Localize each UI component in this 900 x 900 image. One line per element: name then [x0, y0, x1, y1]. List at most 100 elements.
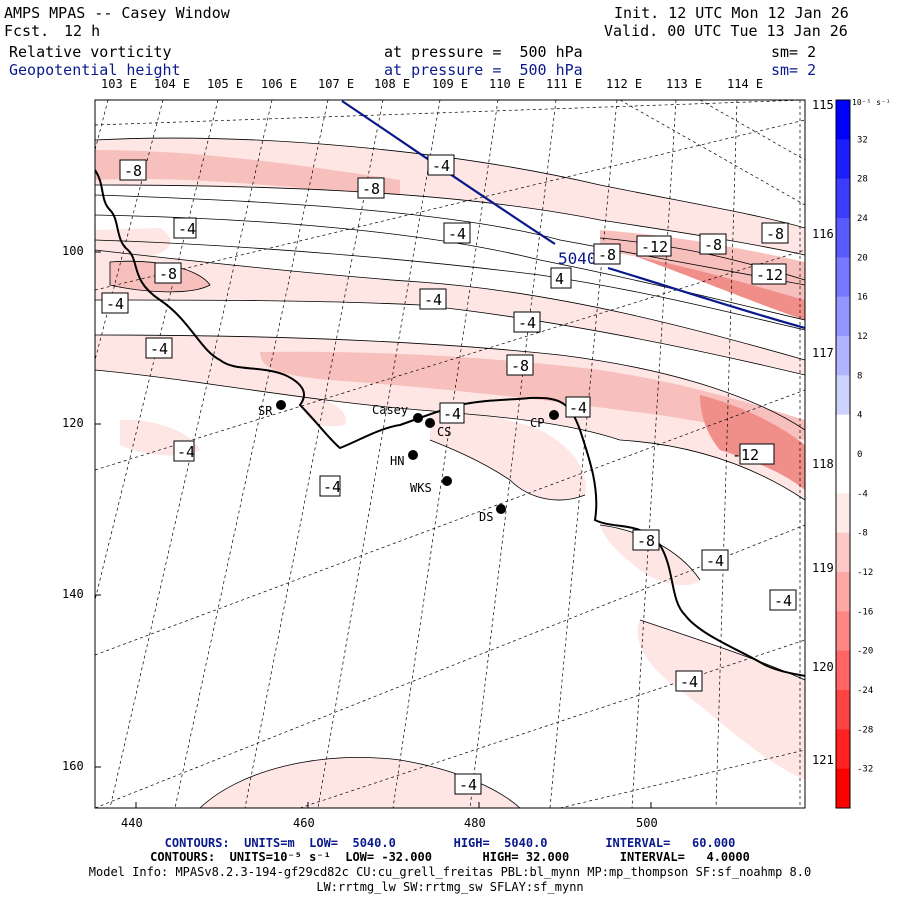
colorbar-swatch — [836, 218, 850, 258]
colorbar-tick-label: 16 — [857, 293, 868, 303]
colorbar-tick-label: 24 — [857, 214, 868, 224]
station-cp: CP — [530, 410, 559, 430]
lon-label: 104 E — [154, 77, 191, 91]
vorticity-contour-info: CONTOURS: UNITS=10⁻⁵ s⁻¹ LOW= -32.000 HI… — [150, 850, 750, 864]
vort-label: -12 — [751, 263, 787, 285]
lon-label: 107 E — [318, 77, 355, 91]
colorbar-tick-label: 32 — [857, 135, 868, 145]
lon-label: 112 E — [606, 77, 643, 91]
colorbar-tick-label: -28 — [857, 725, 873, 735]
colorbar: 32 28 24 20 16 12 8 4 0 -4 -8 -12 -16 -20 -24 -28 -32 — [835, 99, 873, 809]
forecast-label: Fcst. — [4, 22, 50, 40]
svg-text:-8: -8 — [362, 180, 380, 198]
field2-smoothing: sm= 2 — [771, 61, 817, 79]
vort-label: -4 — [419, 288, 447, 310]
lon-label: 105 E — [207, 77, 244, 91]
station-cs: CS — [425, 418, 451, 439]
colorbar-swatch — [836, 296, 850, 337]
svg-text:-8: -8 — [159, 265, 177, 283]
height-label: 5040 — [558, 249, 597, 268]
vort-label: -12 — [636, 235, 672, 257]
y-tick-label: 100 — [62, 244, 84, 258]
svg-text:-12: -12 — [732, 446, 759, 464]
coastline — [95, 169, 805, 677]
vort-label: -8 — [593, 243, 621, 265]
lon-label: 109 E — [432, 77, 469, 91]
colorbar-swatch — [836, 572, 850, 612]
vorticity-labels: -8 -8 -4 -4 -4 -8 -12 -8 -8 -12 -8 -4 -4… — [101, 154, 797, 795]
colorbar-swatch — [836, 178, 850, 219]
colorbar-unit: 10⁻⁵ s⁻¹ — [852, 98, 891, 107]
vort-label: -8 — [632, 529, 660, 551]
model-info-line2: LW:rrtmg_lw SW:rrtmg_sw SFLAY:sf_mynn — [316, 880, 584, 894]
svg-text:-8: -8 — [637, 532, 655, 550]
lon-label: 103 E — [101, 77, 138, 91]
vort-contour — [95, 214, 805, 321]
svg-text:-8: -8 — [766, 225, 784, 243]
vort-label: -8 — [357, 177, 385, 199]
colorbar-tick-label: -32 — [857, 765, 873, 775]
vort-label: -4 — [443, 222, 471, 244]
vorticity-contours — [95, 137, 805, 808]
colorbar-swatch — [836, 257, 850, 298]
station-wks: WKS — [410, 476, 452, 495]
svg-text:HN: HN — [390, 454, 404, 468]
x-tick-label: 440 — [121, 816, 143, 830]
svg-text:-4: -4 — [459, 776, 477, 794]
vort-band — [95, 250, 805, 375]
y-tick-label: 140 — [62, 587, 84, 601]
colorbar-frame — [835, 99, 851, 809]
vort-label: -4 — [319, 475, 341, 497]
lon-label: 110 E — [489, 77, 526, 91]
vort-band — [95, 228, 171, 258]
svg-text:-8: -8 — [124, 162, 142, 180]
vort-label: -8 — [506, 354, 534, 376]
svg-text:WKS: WKS — [410, 481, 432, 495]
colorbar-swatch — [836, 493, 850, 534]
colorbar-tick-label: 8 — [857, 371, 862, 381]
vort-contour — [95, 334, 805, 431]
lon-label: 114 E — [727, 77, 764, 91]
vort-label: 4 — [550, 267, 572, 289]
lon-label: 113 E — [666, 77, 703, 91]
svg-text:-4: -4 — [424, 291, 442, 309]
colorbar-swatch — [836, 690, 850, 730]
colorbar-swatch — [836, 454, 850, 494]
svg-text:DS: DS — [479, 510, 493, 524]
lon-label: 108 E — [374, 77, 411, 91]
vort-label: -8 — [699, 233, 727, 255]
vort-label: -4 — [675, 670, 703, 692]
svg-text:-4: -4 — [177, 443, 195, 461]
svg-text:-4: -4 — [178, 220, 196, 238]
station-casey: Casey — [372, 403, 423, 423]
station-sr: SR — [258, 400, 286, 418]
field1-name: Relative vorticity — [9, 43, 172, 61]
svg-text:-8: -8 — [598, 246, 616, 264]
colorbar-swatch — [836, 532, 850, 573]
vort-contour — [95, 184, 805, 256]
svg-text:-4: -4 — [774, 592, 792, 610]
svg-text:-4: -4 — [150, 340, 168, 358]
lon-label: 106 E — [261, 77, 298, 91]
svg-text:-4: -4 — [518, 314, 536, 332]
colorbar-swatch — [836, 768, 850, 809]
map-title: AMPS MPAS -- Casey Window — [4, 4, 230, 22]
colorbar-tick-label: -16 — [857, 607, 873, 617]
field1-smoothing: sm= 2 — [771, 43, 817, 61]
svg-text:-12: -12 — [756, 266, 783, 284]
svg-text:-8: -8 — [704, 236, 722, 254]
vort-contour — [95, 369, 805, 501]
vort-contour — [109, 260, 211, 293]
vort-label: -4 — [145, 337, 173, 359]
colorbar-swatch — [836, 611, 850, 652]
svg-text:-4: -4 — [106, 295, 124, 313]
vort-contour — [429, 439, 586, 501]
vort-band — [430, 410, 586, 500]
svg-text:-4: -4 — [706, 552, 724, 570]
model-info-line1: Model Info: MPASv8.2.3-194-gf29cd82c CU:… — [88, 865, 812, 879]
vort-contour — [95, 249, 805, 361]
graticule — [95, 100, 805, 808]
colorbar-swatch — [836, 414, 850, 455]
vort-label: -4 — [454, 773, 482, 795]
vort-label: -8 — [119, 159, 147, 181]
